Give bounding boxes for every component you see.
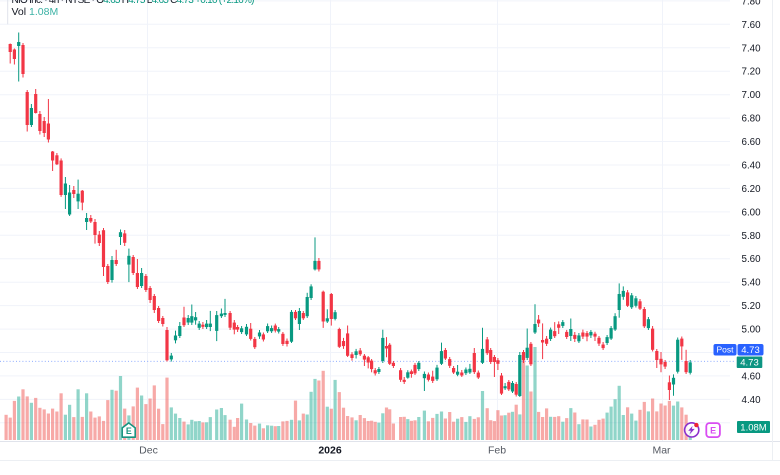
svg-text:7.00: 7.00 xyxy=(742,90,762,101)
svg-text:E: E xyxy=(710,426,716,436)
svg-text:NIO Inc. · 4h · NYSE · O4.65 H: NIO Inc. · 4h · NYSE · O4.65 H4.75 L4.65… xyxy=(12,0,255,6)
svg-text:5.00: 5.00 xyxy=(742,325,762,336)
svg-text:5.40: 5.40 xyxy=(742,278,762,289)
svg-text:6.40: 6.40 xyxy=(742,161,762,172)
svg-text:4.73: 4.73 xyxy=(740,358,759,369)
svg-text:7.80: 7.80 xyxy=(742,0,762,7)
svg-text:6.20: 6.20 xyxy=(742,184,762,195)
svg-text:1.08M: 1.08M xyxy=(740,422,766,433)
svg-text:6.80: 6.80 xyxy=(742,114,762,125)
svg-text:Vol 1.08M: Vol 1.08M xyxy=(12,6,59,18)
svg-text:7.40: 7.40 xyxy=(742,43,762,54)
svg-text:Dec: Dec xyxy=(139,445,158,457)
svg-text:4.40: 4.40 xyxy=(742,395,762,406)
svg-text:6.60: 6.60 xyxy=(742,137,762,148)
svg-text:4.60: 4.60 xyxy=(742,371,762,382)
svg-text:7.20: 7.20 xyxy=(742,67,762,78)
svg-text:Post: Post xyxy=(716,345,734,355)
svg-text:7.60: 7.60 xyxy=(742,20,762,31)
svg-text:5.20: 5.20 xyxy=(742,301,762,312)
svg-text:6.00: 6.00 xyxy=(742,207,762,218)
svg-text:Feb: Feb xyxy=(488,445,506,457)
svg-text:5.60: 5.60 xyxy=(742,254,762,265)
svg-text:2026: 2026 xyxy=(318,445,342,457)
svg-text:Mar: Mar xyxy=(652,445,671,457)
svg-text:4.73: 4.73 xyxy=(741,345,760,356)
svg-text:5.80: 5.80 xyxy=(742,231,762,242)
svg-text:E: E xyxy=(126,426,132,436)
